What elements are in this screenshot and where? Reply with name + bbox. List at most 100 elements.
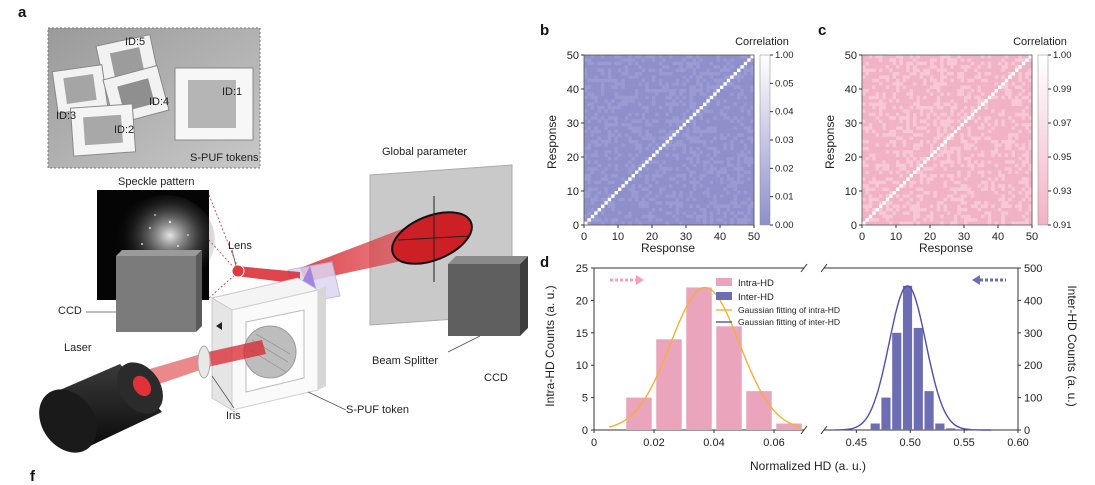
heatmap-b-cell (686, 133, 690, 137)
heatmap-c-cell (978, 181, 982, 185)
heatmap-c-cell (1005, 140, 1009, 144)
heatmap-b-cell (747, 218, 751, 222)
heatmap-c-cell (910, 126, 914, 130)
heatmap-b-cell (584, 130, 588, 134)
heatmap-b-cell (587, 201, 591, 205)
heatmap-c-cell (1012, 140, 1016, 144)
heatmap-b-cell (720, 167, 724, 171)
heatmap-b-cell (666, 99, 670, 103)
heatmap-b-cell (747, 143, 751, 147)
heatmap-b-cell (703, 140, 707, 144)
heatmap-c-cell (1005, 75, 1009, 79)
heatmap-c-cell (991, 157, 995, 161)
heatmap-c-cell (1012, 126, 1016, 130)
heatmap-c-cell (1008, 103, 1012, 107)
heatmap-b-cell (625, 188, 629, 192)
heatmap-c-cell (876, 215, 880, 219)
heatmap-c-cell (916, 75, 920, 79)
heatmap-c-cell (988, 130, 992, 134)
heatmap-c-cell (916, 167, 920, 171)
heatmap-b-cell (717, 194, 721, 198)
heatmap-c-cell (998, 130, 1002, 134)
heatmap-b-cell (615, 174, 619, 178)
heatmap-c-cell (865, 143, 869, 147)
heatmap-c-cell (991, 211, 995, 215)
heatmap-c-cell (923, 86, 927, 90)
heatmap-b-cell (659, 184, 663, 188)
heatmap-c-cell (930, 150, 934, 154)
heatmap-c-cell (961, 201, 965, 205)
heatmap-c-cell (879, 143, 883, 147)
heatmap-c-cell (906, 113, 910, 117)
heatmap-c-cell (913, 130, 917, 134)
heatmap-b-cell (727, 171, 731, 175)
heatmap-c-cell (876, 75, 880, 79)
heatmap-b-cell (666, 147, 670, 151)
heatmap-c-cell (930, 120, 934, 124)
heatmap-c-cell (923, 181, 927, 185)
heatmap-c-cell (974, 65, 978, 69)
heatmap-b-cell (659, 143, 663, 147)
heatmap-c-cell (923, 208, 927, 212)
heatmap-b-cell (659, 120, 663, 124)
heatmap-c-cell (893, 198, 897, 202)
heatmap-b-cell (730, 75, 734, 79)
heatmap-b-cell (727, 103, 731, 107)
heatmap-b-cell (723, 58, 727, 62)
heatmap-b-cell (611, 113, 615, 117)
heatmap-c-cell (872, 177, 876, 181)
heatmap-c-cell (981, 143, 985, 147)
heatmap-c-cell (876, 191, 880, 195)
heatmap-b-cell (615, 86, 619, 90)
heatmap-b-cell (679, 147, 683, 151)
heatmap-b-cell (659, 126, 663, 130)
heatmap-c-cell (964, 72, 968, 76)
heatmap-b-cell (632, 143, 636, 147)
heatmap-c-cell (961, 55, 965, 59)
heatmap-c-cell (984, 205, 988, 209)
heatmap-c-cell (984, 181, 988, 185)
heatmap-c-cell (920, 215, 924, 219)
heatmap-b-cell (693, 109, 697, 113)
heatmap-c-cell (967, 177, 971, 181)
heatmap-b-cell (703, 58, 707, 62)
heatmap-c-cell (930, 177, 934, 181)
heatmap-c-cell (927, 167, 931, 171)
heatmap-b-cell (727, 99, 731, 103)
heatmap-b-cell (632, 164, 636, 168)
heatmap-c-cell (984, 201, 988, 205)
heatmap-b-cell (740, 177, 744, 181)
heatmap-b-cell (638, 137, 642, 141)
heatmap-c-cell (964, 194, 968, 198)
heatmap-b-cell (608, 86, 612, 90)
heatmap-b-cell (723, 116, 727, 120)
heatmap-b-cell (727, 198, 731, 202)
heatmap-c-cell (933, 106, 937, 110)
heatmap-c-cell (896, 184, 900, 188)
heatmap-c-cell (940, 62, 944, 66)
heatmap-b-cell (740, 58, 744, 62)
heatmap-c-cell (896, 58, 900, 62)
heatmap-b-cell (669, 99, 673, 103)
heatmap-b-cell (659, 215, 663, 219)
heatmap-c-cell (872, 79, 876, 83)
heatmap-b-cell (632, 55, 636, 59)
heatmap-b-cell (666, 174, 670, 178)
heatmap-c-cell (872, 137, 876, 141)
heatmap-c-cell (950, 120, 954, 124)
heatmap-b-cell (713, 164, 717, 168)
heatmap-b-cell (666, 96, 670, 100)
heatmap-b-cell (693, 205, 697, 209)
heatmap-c-cell (876, 86, 880, 90)
heatmap-c-cell (893, 201, 897, 205)
heatmap-b-cell (693, 194, 697, 198)
heatmap-c-cell (1022, 208, 1026, 212)
heatmap-c-cell (916, 58, 920, 62)
heatmap-b-cell (621, 89, 625, 93)
heatmap-b-cell (649, 116, 653, 120)
heatmap-c-cell (961, 205, 965, 209)
heatmap-b-cell (710, 160, 714, 164)
heatmap-b-cell (594, 154, 598, 158)
heatmap-c-cell (916, 106, 920, 110)
heatmap-c-cell (944, 137, 948, 141)
